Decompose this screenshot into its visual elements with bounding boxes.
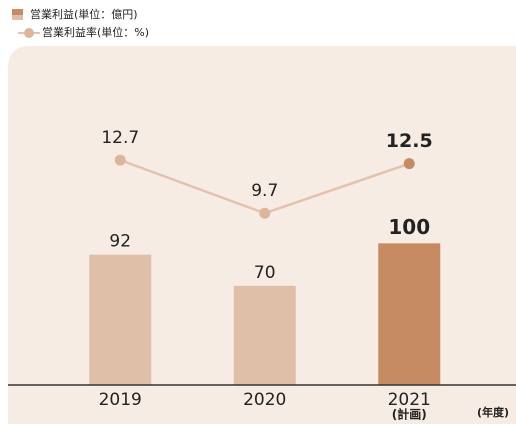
- bar: [378, 243, 441, 385]
- x-tick-note: (計画): [392, 407, 427, 422]
- bar-value-label: 92: [109, 232, 131, 252]
- legend-label: 営業利益(単位：億円): [30, 7, 138, 21]
- line-value-label: 12.7: [101, 128, 139, 148]
- x-tick-label: 2020: [243, 390, 286, 410]
- x-tick-label: 2019: [99, 390, 142, 410]
- bar-value-label: 70: [254, 263, 276, 283]
- line-marker: [403, 158, 415, 170]
- legend-marker: [24, 28, 34, 38]
- legend-bar-icon: [12, 9, 23, 20]
- legend-bar-icon-light: [12, 15, 23, 20]
- x-tick-label: 2021: [388, 390, 431, 410]
- line-value-label: 9.7: [251, 181, 278, 201]
- bar: [89, 254, 152, 385]
- bar: [233, 285, 296, 385]
- line-value-label: 12.5: [386, 130, 433, 152]
- line-marker: [114, 154, 126, 166]
- bar-value-label: 100: [388, 215, 430, 239]
- line-marker: [259, 207, 271, 219]
- legend-label: 営業利益率(単位：%): [42, 25, 149, 39]
- x-unit-label: (年度): [477, 405, 509, 419]
